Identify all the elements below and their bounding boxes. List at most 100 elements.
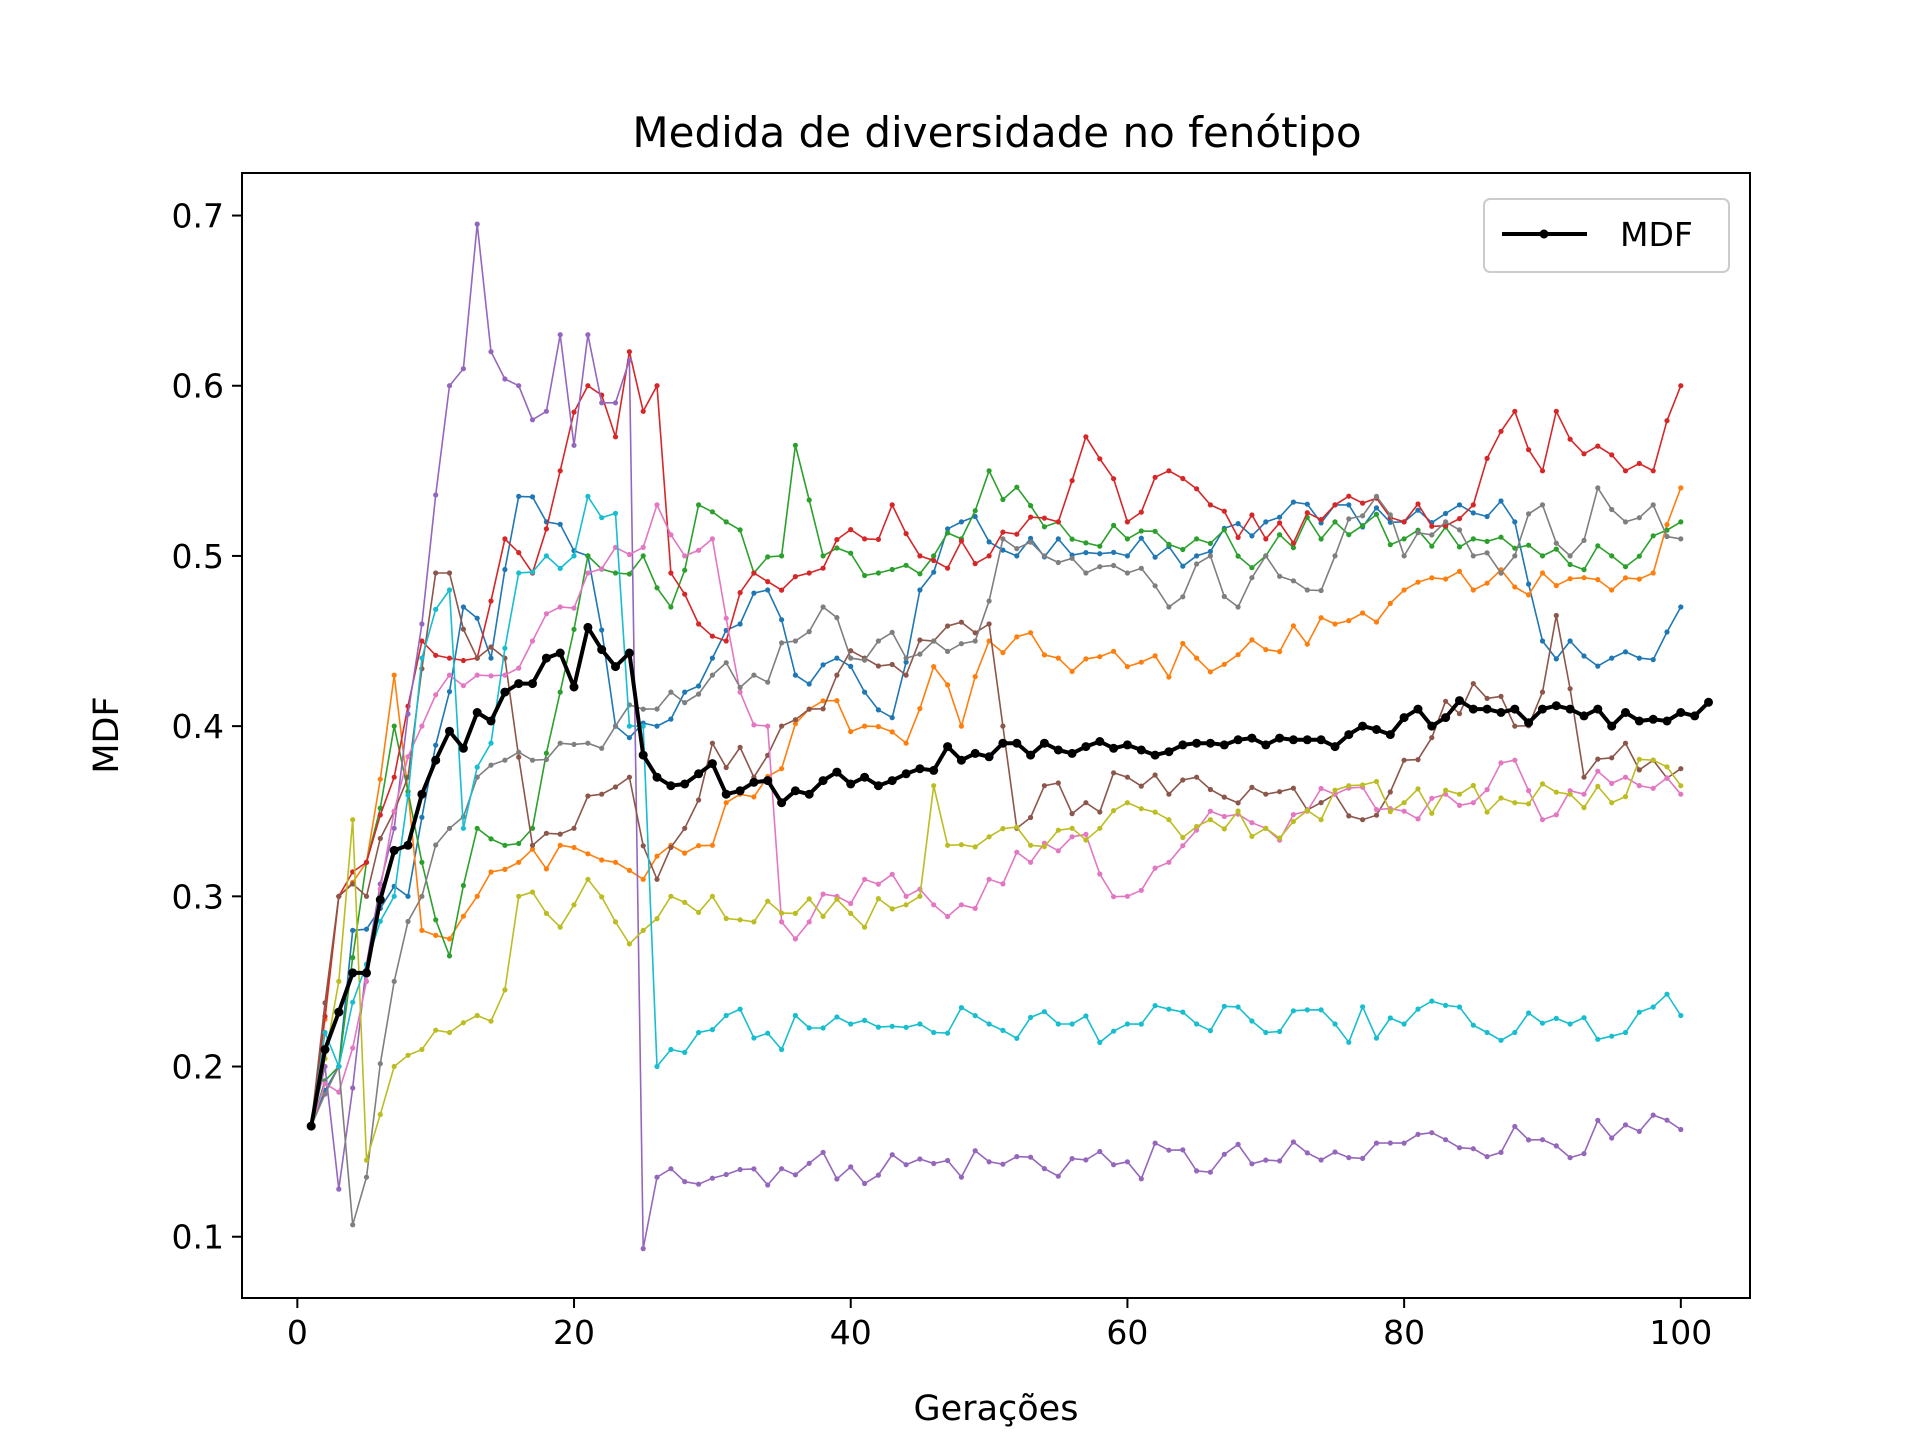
run-point — [488, 655, 494, 661]
run-point — [640, 408, 646, 414]
run-point — [446, 672, 453, 678]
mdf-point — [777, 798, 787, 808]
run-point — [1429, 532, 1435, 538]
run-point — [1346, 1039, 1352, 1045]
run-point — [1581, 567, 1587, 573]
run-point — [1484, 580, 1490, 586]
mdf-point — [887, 776, 897, 786]
run-point — [1373, 493, 1380, 499]
run-point — [1609, 1033, 1615, 1039]
run-point — [1401, 519, 1407, 525]
run-point — [1000, 496, 1006, 503]
run-point — [1304, 510, 1310, 516]
run-point — [1636, 783, 1642, 789]
mdf-point — [804, 789, 814, 799]
run-point — [1498, 760, 1504, 766]
run-point — [1443, 698, 1449, 704]
run-point — [1636, 576, 1642, 582]
run-point — [696, 691, 702, 697]
run-point — [1636, 756, 1642, 762]
run-point — [751, 722, 757, 728]
run-point — [1346, 618, 1352, 624]
run-point — [820, 698, 826, 704]
run-point — [1304, 641, 1310, 647]
mdf-point — [306, 1121, 316, 1131]
run-point — [1346, 493, 1352, 499]
run-point — [1567, 791, 1573, 797]
run-point — [1138, 659, 1144, 665]
x-tick-label: 60 — [1106, 1313, 1148, 1352]
run-point — [1180, 563, 1186, 569]
run-point — [1111, 522, 1117, 529]
run-point — [779, 1046, 785, 1053]
mdf-point — [403, 840, 413, 850]
run-point — [792, 638, 799, 644]
run-point — [792, 672, 799, 678]
run-point — [543, 756, 550, 763]
mdf-point — [860, 772, 870, 782]
run-point — [682, 689, 688, 695]
run-point — [1609, 452, 1615, 458]
run-point — [363, 926, 370, 932]
run-point — [737, 621, 743, 627]
run-point — [1124, 519, 1130, 525]
run-point — [1263, 825, 1269, 831]
run-point — [543, 611, 550, 617]
run-point — [585, 553, 591, 559]
run-point — [1581, 774, 1587, 780]
mdf-point — [1385, 730, 1395, 740]
run-point — [1069, 1156, 1075, 1162]
run-point — [1678, 536, 1684, 542]
run-point — [1664, 629, 1670, 635]
run-point — [958, 519, 965, 525]
run-point — [1609, 1135, 1615, 1141]
run-point — [1124, 664, 1130, 670]
run-point — [1235, 521, 1241, 527]
run-point — [848, 910, 854, 917]
run-point — [516, 749, 522, 755]
run-point — [585, 793, 591, 799]
mdf-point — [1247, 733, 1257, 743]
run-point — [405, 893, 411, 899]
run-point — [363, 893, 370, 899]
mdf-point — [1524, 718, 1534, 728]
run-point — [1539, 781, 1546, 787]
run-point — [945, 1030, 951, 1036]
run-point — [958, 1174, 965, 1180]
run-point — [1263, 553, 1269, 559]
run-point — [1539, 570, 1546, 576]
run-point — [709, 893, 716, 899]
run-point — [1000, 1161, 1006, 1167]
run-point — [723, 519, 729, 525]
run-point — [751, 1166, 757, 1172]
run-point — [1069, 555, 1075, 561]
run-point — [1290, 1008, 1296, 1014]
run-point — [377, 812, 383, 818]
run-point — [460, 825, 466, 831]
run-point — [446, 655, 453, 661]
run-point — [1318, 800, 1324, 806]
run-point — [474, 893, 480, 899]
mdf-point — [1648, 714, 1658, 724]
run-point — [1360, 500, 1366, 506]
run-point — [654, 502, 660, 508]
run-point — [820, 1149, 826, 1155]
run-point — [1166, 1006, 1172, 1012]
run-point — [1207, 1028, 1213, 1034]
run-point — [862, 657, 868, 663]
run-point — [1249, 784, 1255, 791]
run-point — [1539, 468, 1546, 474]
run-point — [1014, 1035, 1020, 1041]
run-point — [1207, 817, 1213, 823]
run-point — [1083, 434, 1089, 440]
run-point — [889, 661, 895, 668]
run-point — [419, 723, 425, 729]
run-point — [1041, 553, 1047, 559]
run-point — [889, 1152, 895, 1158]
run-point — [1484, 455, 1490, 461]
run-point — [875, 724, 882, 730]
run-point — [516, 840, 522, 847]
run-point — [945, 565, 951, 571]
run-point — [682, 899, 688, 906]
run-point — [1595, 756, 1601, 762]
